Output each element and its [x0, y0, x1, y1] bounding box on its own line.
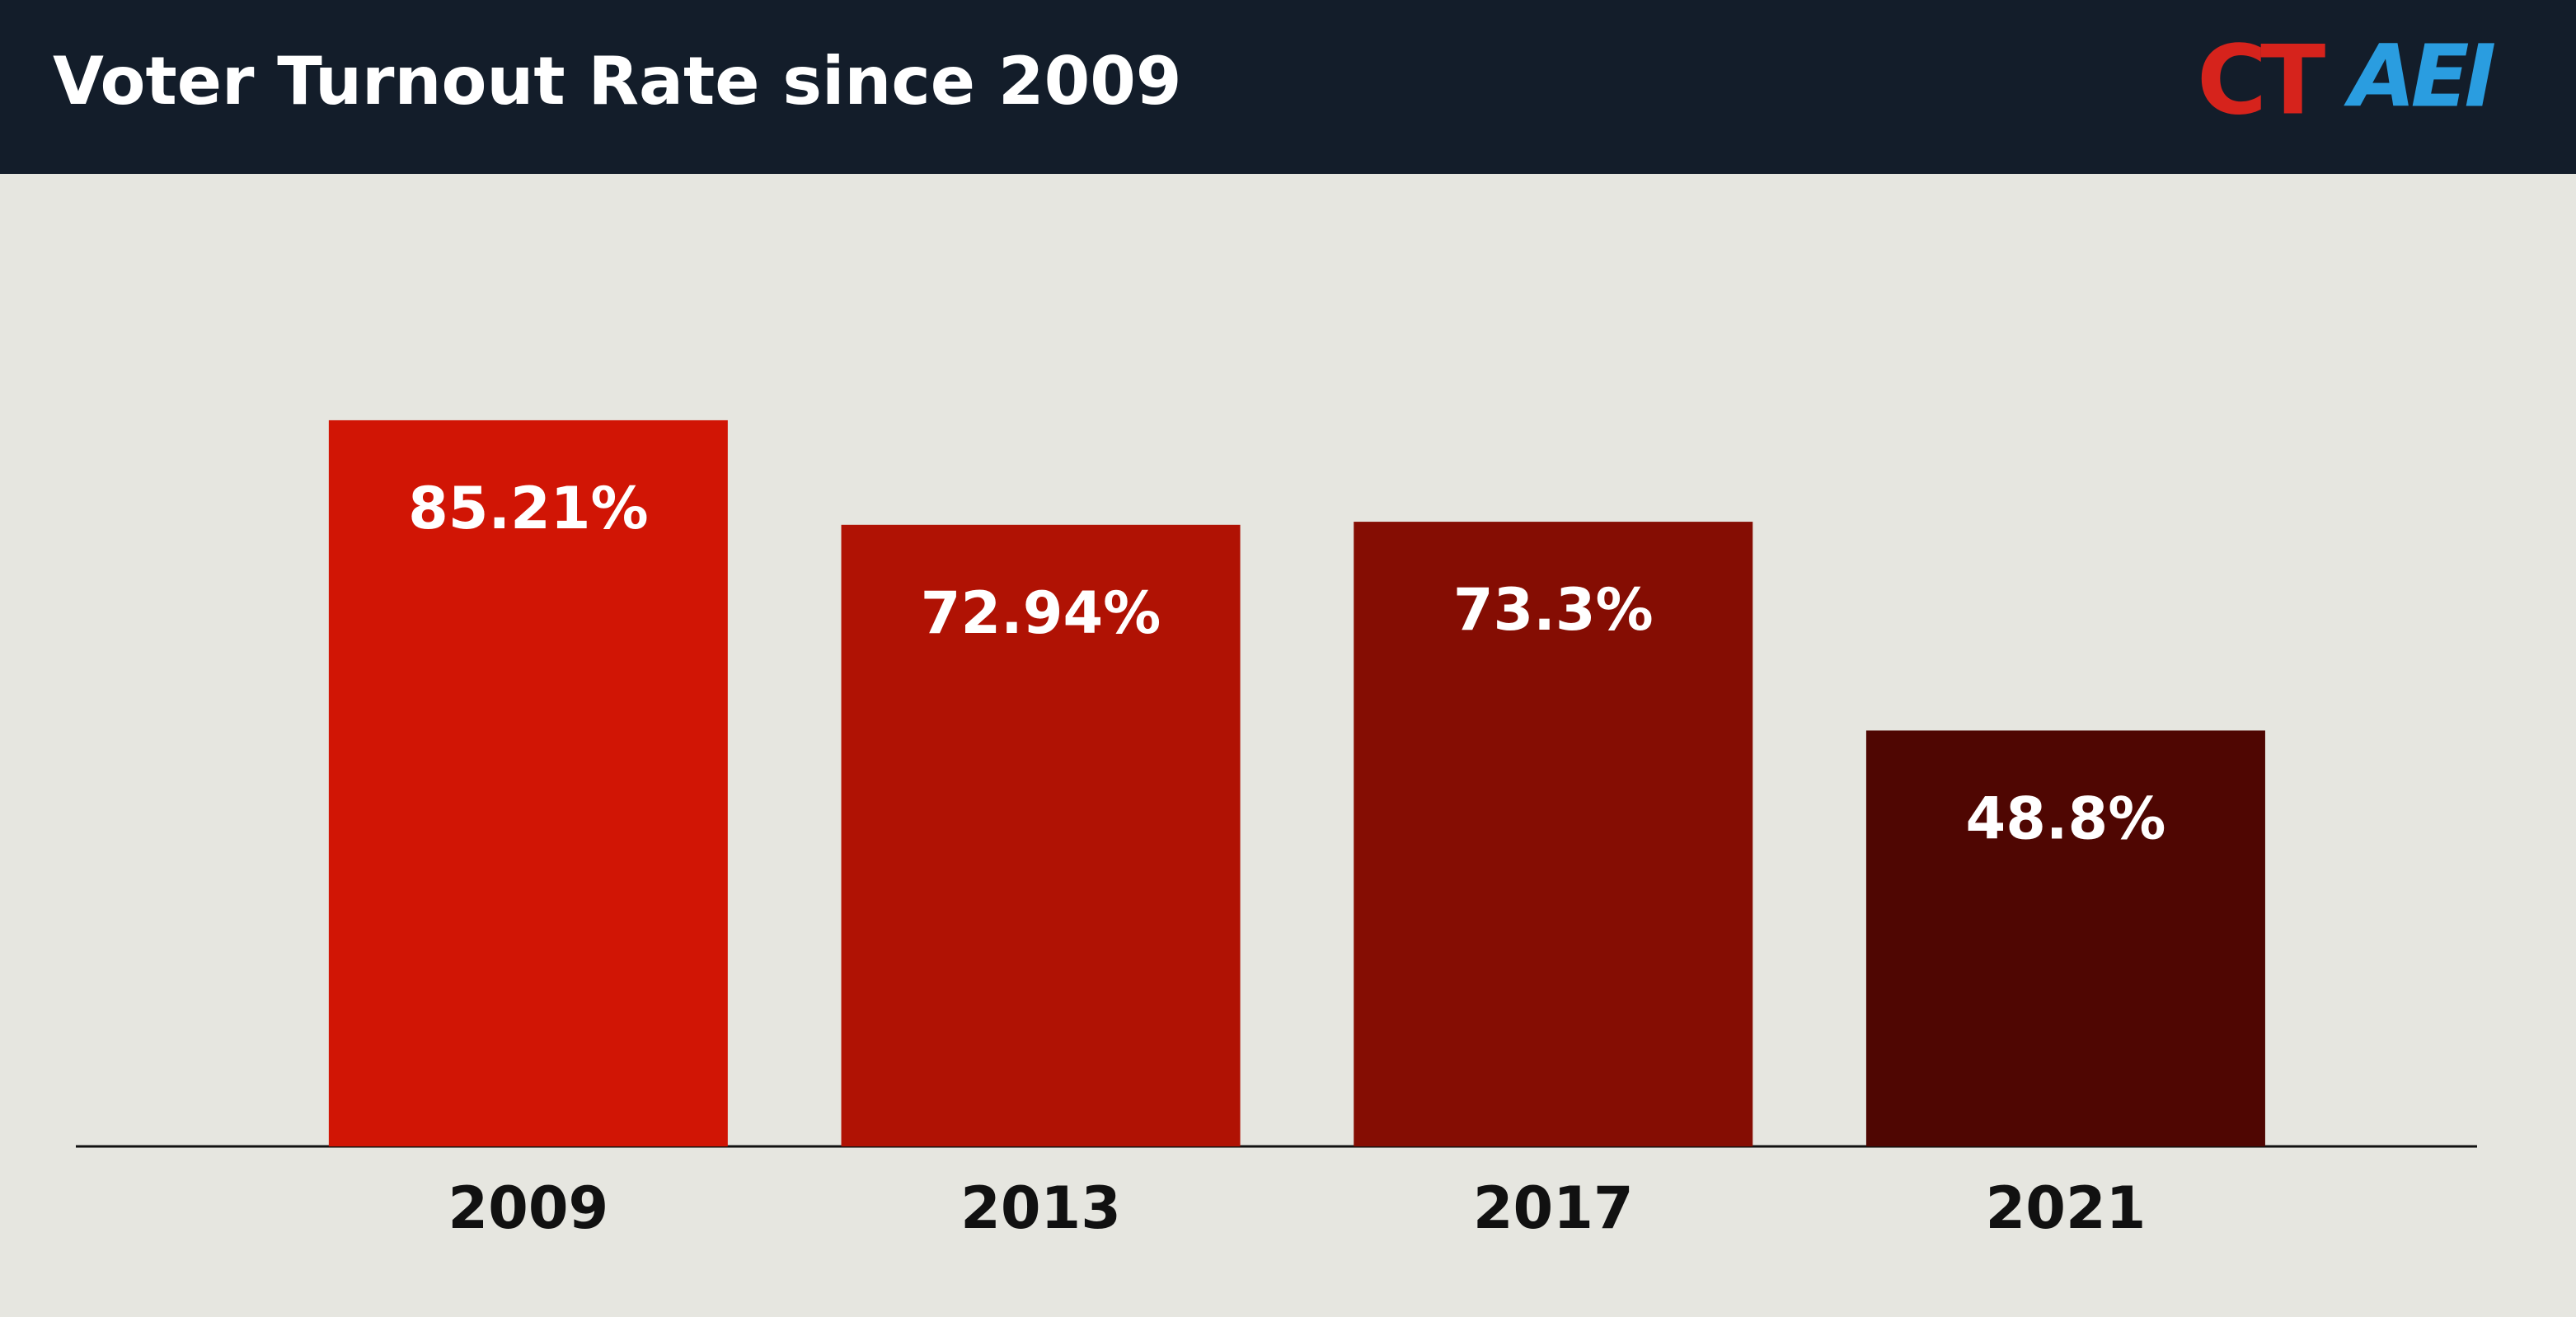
bar: [328, 419, 728, 1146]
value-label: 48.8%: [1966, 785, 2166, 852]
x-tick-label: 2009: [448, 1174, 608, 1242]
value-label: 73.3%: [1453, 576, 1654, 644]
value-label: 72.94%: [921, 579, 1161, 647]
value-label: 85.21%: [408, 475, 649, 542]
header: [0, 0, 2576, 174]
bar: [1354, 522, 1753, 1146]
logo: AEI: [2344, 26, 2495, 126]
chart-title: Voter Turnout Rate since 2009: [53, 43, 1182, 120]
bar: [841, 524, 1241, 1146]
x-tick-label: 2021: [1986, 1174, 2147, 1242]
logo: CT: [2197, 26, 2325, 137]
x-tick-label: 2017: [1473, 1174, 1634, 1242]
x-tick-label: 2013: [960, 1174, 1121, 1242]
bar: [1865, 730, 2265, 1146]
